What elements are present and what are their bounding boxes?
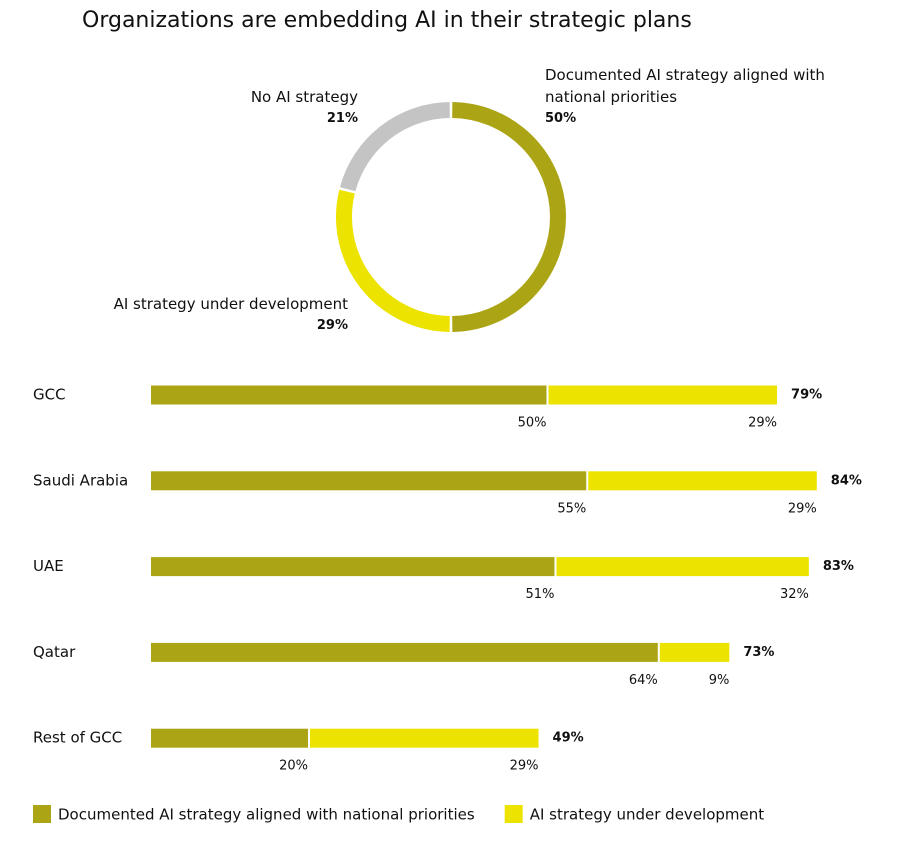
legend-swatch bbox=[33, 805, 51, 823]
total-label: 83% bbox=[823, 559, 854, 574]
donut-category: No AI strategy bbox=[250, 88, 358, 106]
donut-label: Documented AI strategy aligned with nati… bbox=[545, 64, 835, 130]
bar-segment bbox=[151, 642, 658, 662]
value-label: 9% bbox=[709, 673, 730, 688]
bar-segment bbox=[310, 728, 539, 748]
donut-value: 29% bbox=[316, 318, 348, 333]
value-label: 29% bbox=[510, 759, 539, 774]
category-label: Saudi Arabia bbox=[33, 471, 128, 489]
bar-segment bbox=[151, 557, 555, 577]
category-label: Qatar bbox=[33, 643, 76, 661]
chart-title: Organizations are embedding AI in their … bbox=[82, 8, 692, 33]
donut-category: Documented AI strategy aligned with nati… bbox=[545, 66, 825, 106]
value-label: 29% bbox=[748, 416, 777, 431]
bar-segment bbox=[548, 385, 778, 405]
value-label: 64% bbox=[629, 673, 658, 688]
category-label: UAE bbox=[33, 557, 64, 575]
value-label: 32% bbox=[780, 587, 809, 602]
donut-value: 50% bbox=[545, 111, 577, 126]
category-label: GCC bbox=[33, 386, 66, 404]
total-label: 49% bbox=[553, 731, 584, 746]
donut-segment bbox=[339, 102, 450, 192]
bar-segment bbox=[151, 385, 547, 405]
total-label: 79% bbox=[791, 388, 822, 403]
total-label: 84% bbox=[831, 473, 862, 488]
value-label: 51% bbox=[526, 587, 555, 602]
value-label: 50% bbox=[518, 416, 547, 431]
bar-segment bbox=[556, 557, 809, 577]
donut-value: 21% bbox=[326, 111, 358, 126]
bar-segment bbox=[588, 471, 817, 491]
total-label: 73% bbox=[743, 645, 774, 660]
donut-category: AI strategy under development bbox=[113, 295, 348, 313]
bar-segment bbox=[151, 471, 587, 491]
legend-label: AI strategy under development bbox=[530, 806, 765, 824]
legend-label: Documented AI strategy aligned with nati… bbox=[58, 806, 475, 824]
value-label: 29% bbox=[788, 501, 817, 516]
donut-label: No AI strategy 21% bbox=[158, 86, 358, 130]
donut-segment bbox=[336, 189, 450, 332]
value-label: 55% bbox=[557, 501, 586, 516]
value-label: 20% bbox=[279, 759, 308, 774]
donut-label: AI strategy under development 29% bbox=[48, 293, 348, 337]
bar-segment bbox=[151, 728, 308, 748]
donut-segment bbox=[452, 102, 566, 332]
category-label: Rest of GCC bbox=[33, 729, 122, 747]
legend-swatch bbox=[504, 805, 523, 823]
bar-segment bbox=[659, 642, 730, 662]
